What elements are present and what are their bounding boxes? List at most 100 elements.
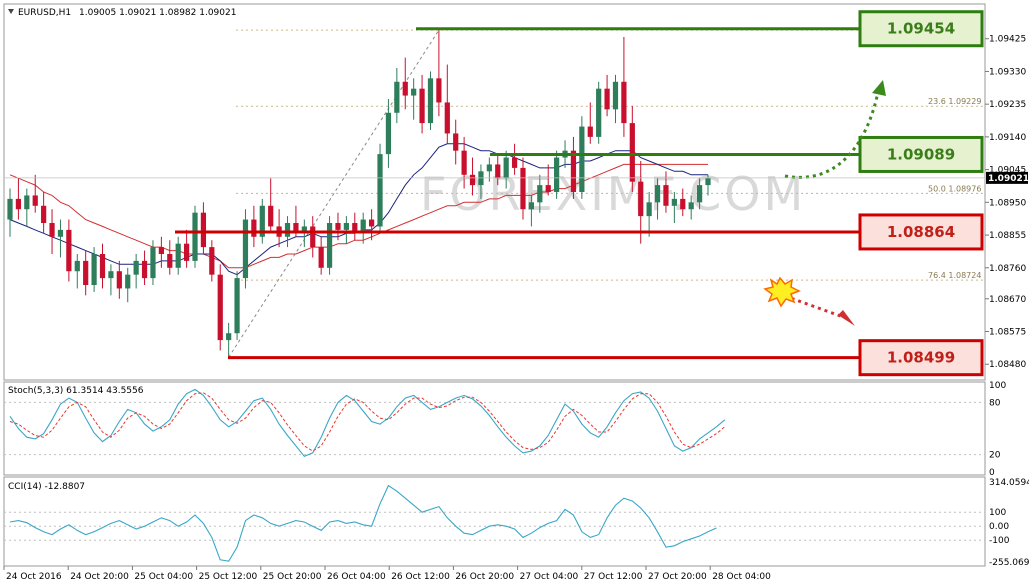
candle (150, 240, 156, 285)
candle-body (175, 243, 181, 268)
candle (99, 243, 106, 289)
time-tick-label: 28 Oct 04:00 (712, 572, 771, 582)
stoch-tick-label: 20 (989, 451, 1001, 461)
candle-body (251, 219, 257, 237)
candle (49, 209, 55, 254)
candle (15, 178, 22, 220)
price-tick-label: 1.09330 (989, 67, 1026, 77)
time-tick-label: 25 Oct 12:00 (199, 572, 258, 582)
candle (141, 250, 148, 285)
candle-body (486, 164, 492, 172)
price-tick-label: 1.09045 (989, 166, 1026, 176)
time-tick-label: 26 Oct 12:00 (391, 572, 450, 582)
price-tick-label: 1.09140 (989, 133, 1026, 143)
candle-body (360, 219, 366, 234)
candle (41, 192, 47, 234)
time-tick-label: 26 Oct 20:00 (455, 572, 514, 582)
candle (66, 219, 72, 282)
last-price-badge (986, 171, 1028, 184)
candle (242, 209, 249, 289)
candle (167, 240, 173, 275)
candle-body (646, 202, 652, 217)
candle-body (293, 223, 299, 234)
candle (411, 78, 417, 120)
candle-body (141, 260, 148, 279)
level-label: 1.08864 (887, 223, 955, 241)
candle (469, 157, 476, 196)
candle-body (41, 205, 47, 223)
candle-body (369, 219, 375, 227)
candle (116, 260, 122, 299)
candle (377, 143, 383, 234)
candle (268, 178, 274, 234)
annotation-layer (763, 80, 886, 326)
candle-body (402, 81, 408, 96)
stoch-panel-frame (3, 381, 986, 476)
candle-body (352, 223, 358, 234)
candle-body (579, 126, 585, 192)
candle (91, 247, 97, 292)
candle (209, 240, 215, 282)
candle-body (57, 229, 64, 237)
candle-body (259, 205, 265, 237)
candle-body (570, 150, 577, 192)
candle (200, 202, 207, 254)
stoch-tick-label: 100 (989, 381, 1006, 391)
stoch-title: Stoch(5,3,3) 61.3514 43.5556 (8, 386, 144, 396)
price-tick-label: 1.08950 (989, 198, 1026, 208)
stochastic-layer: 100 80 20 0 (4, 381, 1006, 478)
candle-body (511, 157, 518, 168)
candle (427, 71, 434, 130)
candle-body (554, 157, 560, 192)
candle (604, 74, 610, 117)
candle-body (663, 185, 669, 206)
candle (419, 74, 425, 134)
candle-body (200, 212, 207, 248)
candle (570, 136, 577, 199)
candle (528, 195, 535, 227)
cci-tick-label: 0.00 (989, 522, 1009, 532)
stoch-signal-line (9, 392, 726, 452)
candle (503, 150, 509, 189)
watermark: FOREXIMF.COM (420, 167, 806, 221)
level-label: 1.08499 (887, 349, 955, 367)
stoch-tick-label: 0 (989, 468, 995, 478)
main-panel-frame (3, 3, 986, 381)
candle-body (537, 185, 543, 203)
cci-title: CCI(14) -12.8807 (8, 482, 85, 492)
symbol-label: EURUSD,H1 (18, 8, 71, 18)
candle (495, 154, 501, 186)
down-arrow-head-icon (838, 310, 855, 326)
candle (183, 229, 190, 268)
candle-body (310, 226, 316, 248)
candle (251, 205, 257, 248)
candle (108, 264, 114, 296)
candle-body (66, 229, 72, 272)
stoch-main-line (9, 388, 726, 457)
candle (511, 143, 518, 175)
candle-body (621, 81, 627, 124)
candle-body (696, 185, 703, 203)
candle-body (596, 88, 602, 137)
candle-body (150, 247, 156, 279)
price-tick-label: 1.08760 (989, 264, 1026, 274)
candle-body (83, 260, 89, 285)
candle-body (7, 198, 13, 220)
candle-body (217, 274, 223, 341)
candle-body (587, 126, 593, 137)
candle (7, 188, 13, 237)
candle (680, 188, 686, 217)
price-axis: 1.09425 1.09330 1.09235 1.09140 1.09045 1.089… (4, 35, 1029, 370)
candle (125, 267, 131, 303)
candle-body (158, 247, 164, 254)
candle-body (192, 212, 198, 261)
candle-body (24, 195, 30, 210)
candle (444, 64, 450, 144)
time-tick-label: 24 Oct 2016 (6, 572, 62, 582)
candle (453, 119, 459, 165)
cci-line (9, 484, 717, 562)
cci-panel-frame (3, 476, 986, 567)
candle-body (377, 154, 383, 227)
candle (545, 164, 551, 196)
candle (343, 216, 349, 244)
